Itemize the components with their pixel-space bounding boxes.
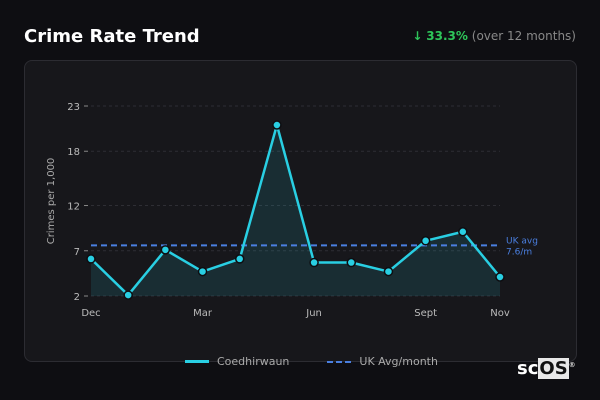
data-point (86, 254, 96, 264)
data-point (123, 290, 133, 300)
x-tick-label: Nov (490, 308, 510, 319)
y-tick-label: 18 (67, 147, 80, 158)
x-tick-label: Dec (81, 308, 100, 319)
y-tick-label: 7 (74, 247, 80, 258)
page-title: Crime Rate Trend (24, 26, 200, 47)
legend: Coedhirwaun UK Avg/month (185, 355, 438, 368)
data-point (272, 120, 282, 130)
x-tick-label: Jun (305, 308, 322, 319)
data-point (234, 254, 245, 264)
y-axis-label: Crimes per 1,000 (46, 158, 57, 245)
x-tick-label: Sept (414, 308, 437, 319)
uk-average-value: 7.6/m (506, 247, 532, 257)
x-tick-label: Mar (193, 308, 213, 319)
legend-label-series: Coedhirwaun (217, 355, 290, 368)
change-percent: 33.3% (426, 29, 468, 43)
legend-swatch-avg (327, 360, 352, 363)
data-point (160, 245, 171, 255)
series-area (91, 125, 500, 296)
down-arrow-icon: ↓ (412, 29, 423, 43)
data-point (346, 257, 357, 268)
series-line (90, 123, 501, 297)
data-point (383, 266, 394, 277)
trend-change: ↓ 33.3% (over 12 months) (412, 29, 576, 43)
y-tick-label: 23 (67, 102, 80, 113)
legend-swatch-series (185, 360, 209, 363)
y-tick-label: 12 (67, 202, 80, 213)
data-point (197, 266, 208, 277)
legend-label-avg: UK Avg/month (359, 355, 438, 368)
data-point (309, 257, 319, 268)
uk-average-label: UK avg (506, 236, 538, 246)
y-tick-label: 2 (74, 292, 80, 303)
data-point (420, 236, 431, 246)
scos-logo: scOS® (517, 358, 576, 379)
data-point (458, 227, 468, 237)
data-point (495, 272, 505, 282)
change-period: (over 12 months) (471, 29, 576, 43)
